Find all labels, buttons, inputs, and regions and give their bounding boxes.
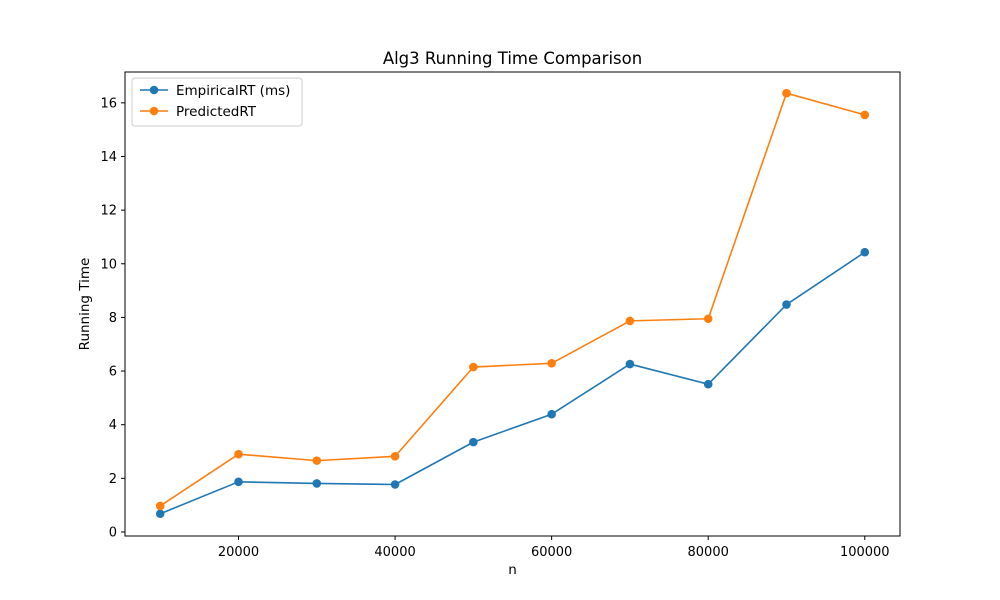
x-tick-label: 80000: [688, 545, 729, 560]
data-point: [703, 314, 713, 324]
data-point: [234, 449, 243, 459]
y-tick-label: 12: [100, 204, 117, 219]
legend-label-0: EmpiricalRT (ms): [176, 83, 290, 99]
y-tick-label: 6: [109, 365, 117, 380]
x-tick-label: 60000: [531, 545, 572, 560]
x-tick-label: 20000: [218, 545, 259, 560]
data-point: [860, 110, 870, 120]
x-tick-label: 100000: [840, 545, 890, 560]
data-point: [234, 477, 243, 487]
y-tick-label: 4: [109, 418, 117, 433]
data-point: [312, 456, 322, 465]
legend-marker-0: [149, 85, 159, 95]
data-point: [703, 379, 713, 389]
data-point: [782, 300, 791, 309]
data-point: [547, 358, 556, 368]
data-point: [625, 359, 635, 369]
legend-label-1: PredictedRT: [176, 104, 257, 120]
y-tick-label: 14: [100, 150, 117, 165]
x-tick-label: 40000: [374, 545, 415, 560]
data-point: [312, 479, 322, 488]
series-line-1: [159, 92, 865, 507]
y-tick-label: 16: [100, 96, 117, 111]
y-tick-label: 10: [100, 257, 117, 272]
y-tick-label: 2: [109, 472, 117, 487]
legend-marker-1: [149, 106, 159, 116]
data-point: [390, 480, 400, 489]
data-point: [390, 452, 400, 461]
legend: EmpiricalRT (ms) PredictedRT: [131, 77, 303, 127]
y-tick-label: 8: [109, 311, 117, 326]
data-point: [782, 88, 791, 98]
plot-area: 20000 40000 60000 80000 100000 0 2 4 6 8 10 12 14 16: [100, 88, 890, 560]
legend-box: [131, 77, 303, 127]
y-tick-label: 0: [109, 525, 117, 540]
x-axis-title: n: [508, 562, 517, 578]
axes-frame: [124, 71, 901, 537]
data-point: [625, 316, 635, 326]
data-point: [469, 437, 478, 447]
data-point: [469, 362, 478, 372]
y-axis-title: Running Time: [77, 258, 93, 351]
chart-title: Alg3 Running Time Comparison: [383, 49, 642, 68]
data-point: [155, 501, 165, 511]
data-point: [860, 247, 870, 257]
data-point: [155, 509, 165, 519]
data-point: [547, 409, 556, 419]
series-line-0: [159, 251, 866, 515]
